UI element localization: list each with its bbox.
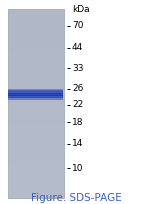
Bar xyxy=(8,28,64,31)
Bar xyxy=(8,95,63,96)
Bar xyxy=(8,163,64,166)
Bar xyxy=(8,38,64,41)
Bar xyxy=(8,100,64,104)
Bar xyxy=(8,90,63,91)
Bar xyxy=(8,60,64,63)
Bar xyxy=(8,173,64,176)
Bar xyxy=(8,78,64,82)
Text: Figure. SDS-PAGE: Figure. SDS-PAGE xyxy=(31,193,122,203)
Bar xyxy=(8,195,64,198)
Bar xyxy=(8,89,63,90)
Bar xyxy=(8,99,63,100)
Bar xyxy=(8,104,64,107)
Bar xyxy=(8,16,64,19)
Bar xyxy=(8,188,64,192)
Bar xyxy=(8,99,63,100)
Text: 70: 70 xyxy=(72,21,83,30)
Bar xyxy=(8,53,64,56)
Bar xyxy=(8,50,64,53)
Bar xyxy=(8,9,64,12)
Bar xyxy=(8,97,63,98)
Bar xyxy=(8,41,64,44)
Bar xyxy=(8,94,64,97)
Bar xyxy=(8,151,64,154)
Bar xyxy=(8,98,63,99)
Bar xyxy=(8,12,64,16)
Bar xyxy=(8,94,63,95)
Bar xyxy=(8,97,63,98)
Bar xyxy=(8,93,63,94)
Bar xyxy=(8,44,64,47)
Bar xyxy=(8,34,64,38)
Bar xyxy=(8,56,64,60)
Bar xyxy=(8,125,64,129)
Text: 18: 18 xyxy=(72,118,83,127)
Bar xyxy=(8,91,63,92)
Bar xyxy=(8,107,64,110)
Bar xyxy=(8,63,64,66)
Bar xyxy=(8,89,63,90)
Bar xyxy=(8,91,64,94)
Text: 44: 44 xyxy=(72,43,83,52)
Bar xyxy=(8,94,63,95)
Bar xyxy=(8,22,64,25)
Bar xyxy=(8,185,64,188)
Bar xyxy=(8,154,64,157)
Bar xyxy=(8,182,64,185)
Bar xyxy=(8,116,64,119)
Bar xyxy=(8,97,64,100)
Bar xyxy=(8,85,64,88)
Bar xyxy=(8,113,64,116)
Bar xyxy=(8,92,63,93)
Bar xyxy=(8,135,64,138)
Text: 33: 33 xyxy=(72,64,83,73)
Bar xyxy=(8,95,63,96)
Text: 10: 10 xyxy=(72,164,83,173)
Text: 14: 14 xyxy=(72,139,83,148)
Bar xyxy=(8,9,64,198)
Bar xyxy=(8,160,64,163)
Bar xyxy=(8,179,64,182)
Bar xyxy=(8,147,64,151)
Bar xyxy=(8,170,64,173)
Bar xyxy=(8,82,64,85)
Bar xyxy=(8,31,64,34)
Bar xyxy=(8,91,63,92)
Bar xyxy=(8,93,63,94)
Bar xyxy=(8,72,64,75)
Bar xyxy=(8,19,64,22)
Bar xyxy=(8,66,64,69)
Bar xyxy=(8,75,64,78)
Bar xyxy=(8,88,64,91)
Bar xyxy=(8,110,64,113)
Bar xyxy=(8,98,63,99)
Bar xyxy=(8,47,64,50)
Bar xyxy=(8,92,63,93)
Bar xyxy=(8,176,64,179)
Text: 26: 26 xyxy=(72,84,83,93)
Bar xyxy=(8,129,64,132)
Bar xyxy=(8,141,64,144)
Bar xyxy=(8,96,63,97)
Bar xyxy=(8,69,64,72)
Bar xyxy=(8,132,64,135)
Bar xyxy=(8,96,63,97)
Bar xyxy=(8,192,64,195)
Bar xyxy=(8,119,64,122)
Bar xyxy=(8,138,64,141)
Bar xyxy=(8,122,64,125)
Bar xyxy=(8,166,64,170)
Bar xyxy=(8,144,64,147)
Bar xyxy=(8,25,64,28)
Bar xyxy=(8,157,64,160)
Text: 22: 22 xyxy=(72,100,83,109)
Text: kDa: kDa xyxy=(72,5,90,14)
